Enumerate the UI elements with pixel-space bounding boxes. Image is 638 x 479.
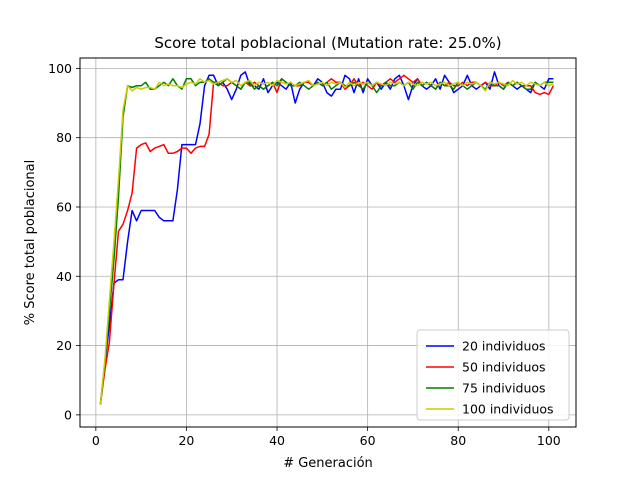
x-tick-label: 20 bbox=[178, 433, 194, 448]
legend-box bbox=[416, 329, 570, 421]
y-tick-label: 60 bbox=[56, 199, 72, 214]
series-lines bbox=[99, 71, 555, 405]
chart-title: Score total poblacional (Mutation rate: … bbox=[154, 34, 501, 52]
series-line-4 bbox=[99, 78, 554, 405]
x-axis-label: # Generación bbox=[283, 456, 373, 471]
legend-label: 100 individuos bbox=[462, 402, 554, 417]
y-axis-label: % Score total poblacional bbox=[23, 160, 38, 325]
grid bbox=[80, 58, 576, 427]
legend-label: 20 individuos bbox=[462, 339, 546, 354]
axes-frame bbox=[79, 57, 577, 428]
series-line-1 bbox=[99, 71, 554, 405]
y-tick-label: 20 bbox=[56, 338, 72, 353]
legend-label: 50 individuos bbox=[462, 360, 546, 375]
y-tick-label: 40 bbox=[56, 269, 72, 284]
x-tick-label: 80 bbox=[450, 433, 466, 448]
y-tick-label: 80 bbox=[56, 130, 72, 145]
x-tick-label: 40 bbox=[269, 433, 285, 448]
x-tick-label: 100 bbox=[537, 433, 561, 448]
y-tick-label: 0 bbox=[64, 407, 72, 422]
x-tick-label: 0 bbox=[92, 433, 100, 448]
x-tick-label: 60 bbox=[360, 433, 376, 448]
y-tick-label: 100 bbox=[48, 61, 72, 76]
legend: 20 individuos 50 individuos 75 individuos 1… bbox=[416, 329, 570, 421]
ticks: 0 20 40 60 80 100 0 20 40 60 80 100 bbox=[48, 61, 561, 448]
legend-label: 75 individuos bbox=[462, 381, 546, 396]
